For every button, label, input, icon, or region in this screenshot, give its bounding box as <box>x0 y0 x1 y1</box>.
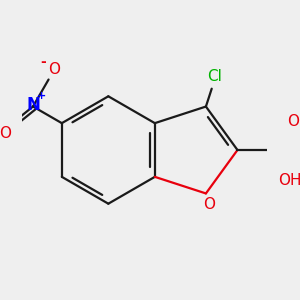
Text: +: + <box>37 91 46 101</box>
Text: Cl: Cl <box>208 69 223 84</box>
Text: -: - <box>40 55 46 69</box>
Text: O: O <box>0 126 11 141</box>
Text: O: O <box>48 62 60 77</box>
Text: O: O <box>287 114 299 129</box>
Text: OH: OH <box>278 173 300 188</box>
Text: N: N <box>26 96 40 114</box>
Text: O: O <box>203 196 215 211</box>
